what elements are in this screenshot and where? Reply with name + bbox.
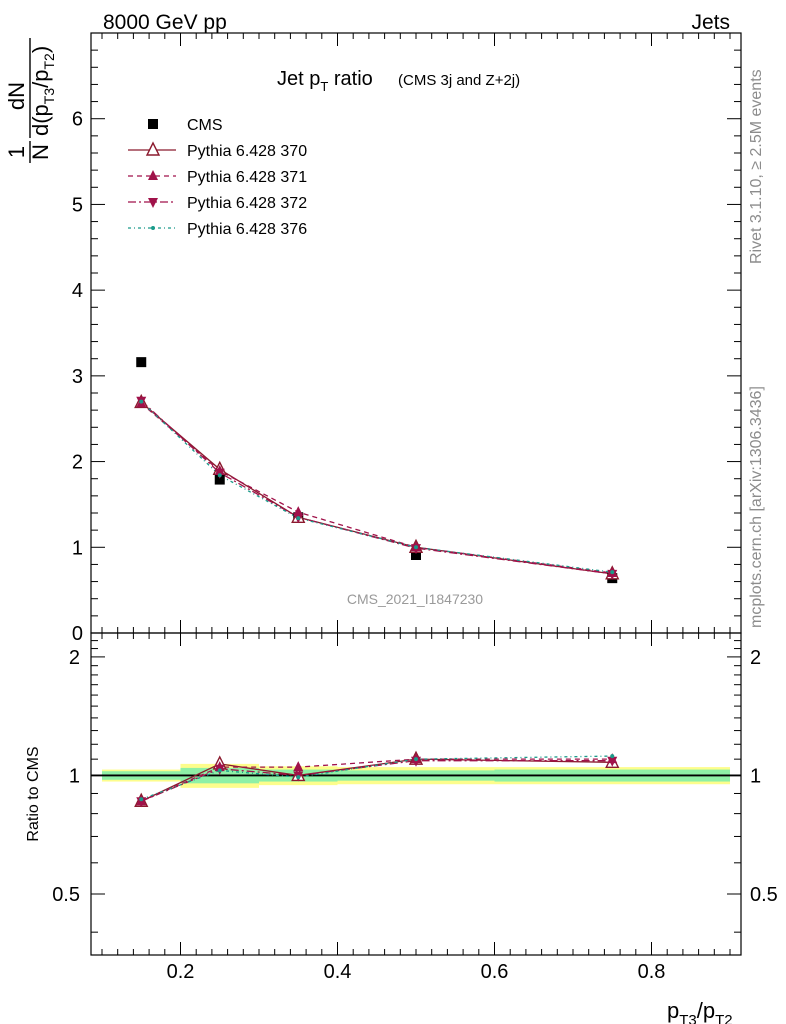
ratio-frame — [90, 632, 742, 956]
legend-marker-2 — [148, 170, 158, 180]
y-tick-label-main: 6 — [72, 109, 83, 131]
data-point-4-0 — [139, 399, 144, 404]
x-tick-label: 0.4 — [324, 961, 352, 983]
y-tick-label-ratio-right: 1 — [750, 765, 761, 787]
chart-title-small: (CMS 3j and Z+2j) — [398, 72, 520, 89]
legend-label-0: CMS — [187, 117, 223, 134]
series-line-main-2 — [140, 402, 613, 574]
y-tick-label-main: 3 — [72, 366, 83, 388]
ratio-point-3-0 — [136, 797, 147, 808]
legend-marker-1 — [145, 141, 161, 156]
svg-text:dN: dN — [4, 82, 29, 110]
series-line-main-3 — [140, 400, 613, 575]
svg-text:N: N — [28, 144, 53, 160]
main-series-markers — [134, 357, 620, 584]
rivet-version-label: Rivet 3.1.10, ≥ 2.5M events — [748, 69, 765, 264]
x-tick-label: 0.2 — [167, 961, 195, 983]
x-tick-label: 0.6 — [481, 961, 509, 983]
ratio-point-2-2 — [293, 761, 304, 772]
data-point-3-4 — [607, 569, 618, 580]
data-point-4-4 — [610, 570, 615, 575]
y-tick-label-main: 5 — [72, 194, 83, 216]
ratio-point-4-4 — [610, 754, 615, 759]
data-point-4-1 — [217, 473, 222, 478]
y-tick-label-main: 1 — [72, 537, 83, 559]
header-right: Jets — [691, 11, 730, 34]
data-point-0-1 — [214, 474, 225, 485]
y-tick-label-main: 0 — [72, 623, 83, 645]
legend: CMS Pythia 6.428 370 Pythia 6.428 371 Pythi… — [128, 117, 307, 238]
series-line-main-4 — [140, 401, 613, 573]
x-axis-label: pT3/pT2 — [667, 998, 733, 1024]
y-tick-label-ratio-right: 0.5 — [750, 884, 778, 906]
ratio-point-3-3 — [411, 756, 421, 767]
legend-label-1: Pythia 6.428 370 — [187, 143, 307, 160]
y-axis-label-main: 1 N dN d(pT3/pT2) — [4, 38, 57, 163]
legend-marker-4 — [151, 226, 155, 230]
ratio-point-3-4 — [607, 756, 618, 767]
main-series-lines — [140, 400, 613, 575]
axis-tick-labels: 0.2 0.4 0.6 0.8 0 1 2 3 4 5 6 0.5 0.5 1 1 2 2 — [52, 109, 778, 983]
legend-marker-3 — [148, 198, 158, 208]
y-tick-label-ratio: 1 — [69, 765, 80, 787]
y-tick-label-main: 4 — [72, 280, 83, 302]
data-point-0-0 — [136, 357, 147, 368]
series-line-main-1 — [140, 401, 613, 575]
y-tick-label-ratio-right: 2 — [750, 647, 761, 669]
y-tick-label-ratio: 0.5 — [52, 884, 80, 906]
chart-title: Jet pT ratio — [277, 68, 373, 94]
ratio-point-4-3 — [414, 757, 418, 762]
x-tick-label: 0.8 — [638, 961, 666, 983]
data-point-4-2 — [296, 516, 301, 521]
ratio-series-markers — [134, 750, 620, 808]
legend-marker-0 — [148, 119, 158, 129]
legend-label-2: Pythia 6.428 371 — [187, 169, 307, 186]
y-axis-label-ratio: Ratio to CMS — [25, 746, 42, 841]
svg-text:d(pT3/pT2): d(pT3/pT2) — [28, 46, 57, 136]
ratio-point-4-1 — [217, 768, 222, 773]
legend-label-3: Pythia 6.428 372 — [187, 195, 307, 212]
ratio-point-4-0 — [139, 797, 144, 802]
y-tick-label-main: 2 — [72, 452, 83, 474]
data-point-0-3 — [411, 550, 421, 560]
y-tick-label-ratio: 2 — [69, 647, 80, 669]
legend-label-4: Pythia 6.428 376 — [187, 221, 307, 238]
axis-ticks — [91, 33, 741, 955]
ratio-point-4-2 — [296, 775, 301, 780]
mcplots-reference-label: mcplots.cern.ch [arXiv:1306.3436] — [748, 386, 765, 628]
svg-text:1: 1 — [4, 146, 29, 158]
data-point-4-3 — [414, 545, 418, 550]
header-left: 8000 GeV pp — [103, 11, 227, 34]
analysis-watermark: CMS_2021_I1847230 — [347, 591, 483, 607]
